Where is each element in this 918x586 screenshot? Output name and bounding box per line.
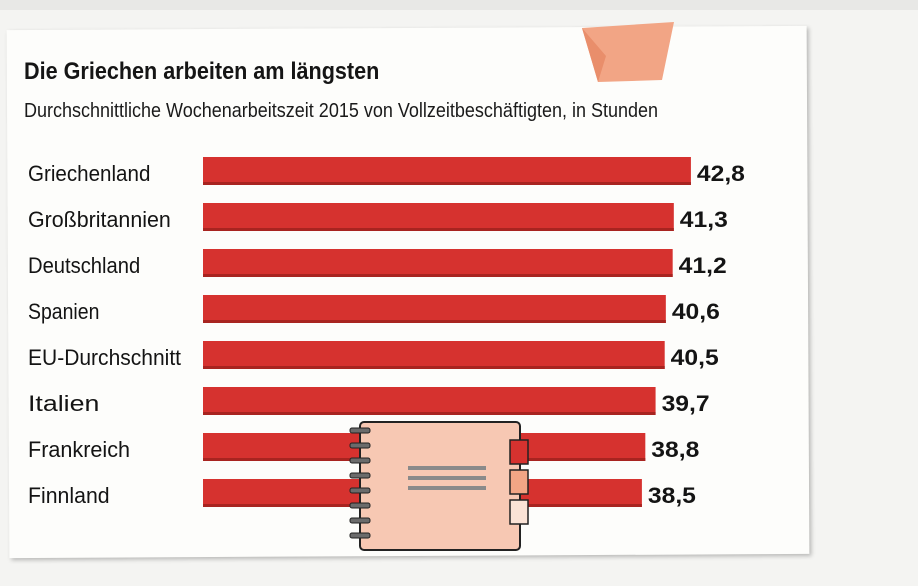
- value-label: 41,3: [680, 207, 728, 232]
- value-label: 38,8: [651, 437, 699, 462]
- spiral-notebook-icon: [346, 414, 536, 556]
- bar: [203, 341, 665, 369]
- category-label: Finnland: [28, 483, 110, 508]
- bar-shadow: [203, 274, 673, 277]
- bar-shadow: [203, 228, 674, 231]
- category-label: Italien: [28, 391, 99, 416]
- bar: [203, 249, 673, 277]
- value-label: 38,5: [648, 483, 696, 508]
- value-label: 42,8: [697, 161, 745, 186]
- bar: [203, 295, 666, 323]
- category-label: Frankreich: [28, 437, 130, 462]
- category-label: Spanien: [28, 299, 99, 324]
- bar-shadow: [203, 366, 665, 369]
- category-label: EU-Durchschnitt: [28, 345, 181, 370]
- value-label: 41,2: [679, 253, 727, 278]
- bar-shadow: [203, 320, 666, 323]
- category-label: Griechenland: [28, 161, 150, 186]
- category-label: Deutschland: [28, 253, 140, 278]
- category-label: Großbritannien: [28, 207, 171, 232]
- value-label: 39,7: [662, 391, 710, 416]
- bar: [203, 387, 656, 415]
- bar: [203, 203, 674, 231]
- value-label: 40,5: [671, 345, 719, 370]
- bar-shadow: [203, 182, 691, 185]
- bar: [203, 157, 691, 185]
- value-label: 40,6: [672, 299, 720, 324]
